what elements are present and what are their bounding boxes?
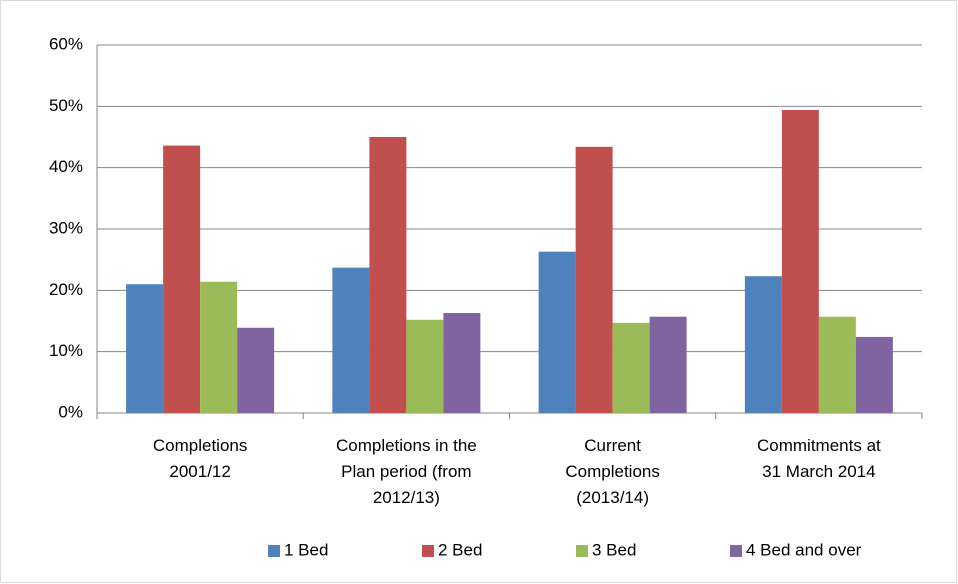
bar <box>818 316 856 413</box>
bar <box>744 276 782 413</box>
bar <box>163 145 201 413</box>
legend-label: 3 Bed <box>592 540 636 559</box>
y-tick-label: 20% <box>49 280 83 299</box>
bar <box>406 319 444 413</box>
bar <box>575 146 613 413</box>
x-tick-label: Current Completions (2013/14) <box>565 436 660 507</box>
legend-swatch <box>268 545 280 557</box>
y-tick-label: 60% <box>49 34 83 53</box>
bar <box>332 267 370 413</box>
legend-label: 2 Bed <box>438 540 482 559</box>
legend-label: 4 Bed and over <box>746 540 862 559</box>
bar <box>649 316 687 413</box>
legend-swatch <box>422 545 434 557</box>
y-tick-label: 30% <box>49 218 83 237</box>
legend-swatch <box>730 545 742 557</box>
bar <box>126 284 164 413</box>
legend-swatch <box>576 545 588 557</box>
bar <box>855 336 893 413</box>
bar <box>369 137 407 413</box>
bar <box>781 110 819 413</box>
y-tick-label: 50% <box>49 96 83 115</box>
legend-label: 1 Bed <box>284 540 328 559</box>
y-tick-label: 0% <box>58 402 83 421</box>
y-tick-label: 40% <box>49 157 83 176</box>
x-tick-label: Commitments at 31 March 2014 <box>757 436 881 481</box>
bar <box>612 322 650 413</box>
bar <box>200 281 238 413</box>
y-tick-label: 10% <box>49 341 83 360</box>
bar <box>538 251 576 413</box>
bar <box>443 313 481 413</box>
x-tick-label: Completions in the Plan period (from 2012/… <box>336 436 477 507</box>
x-tick-label: Completions 2001/12 <box>153 436 248 481</box>
bar <box>237 327 275 413</box>
